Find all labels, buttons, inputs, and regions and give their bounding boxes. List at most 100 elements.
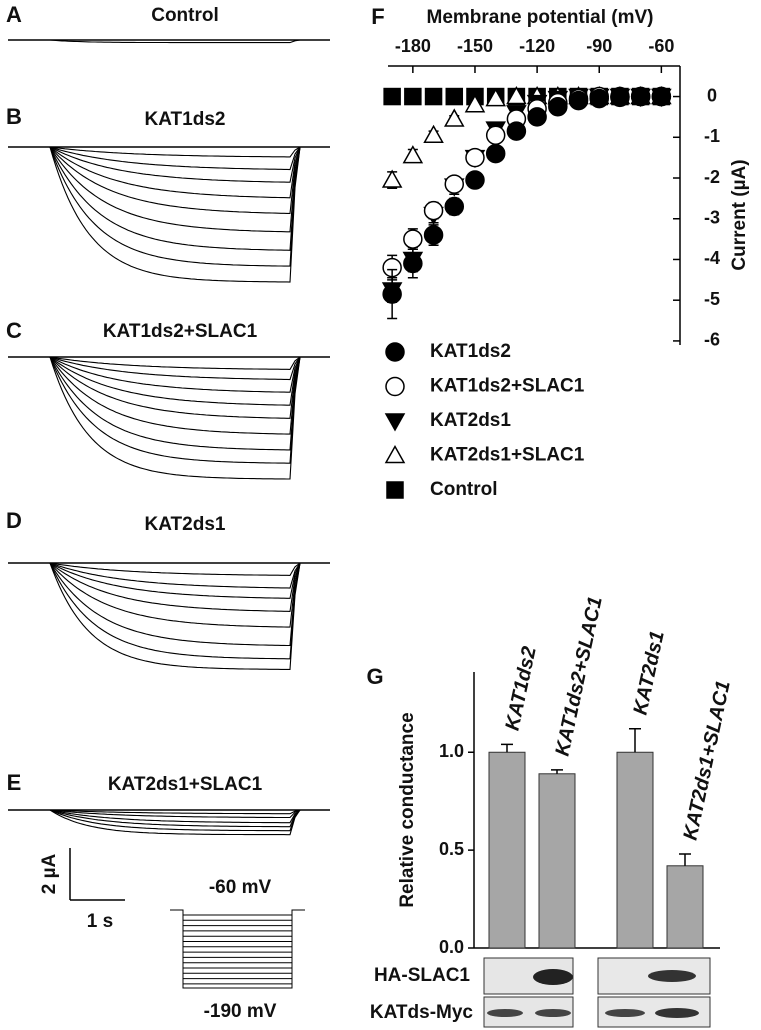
protocol-top-label: -60 mV — [209, 877, 272, 898]
current-trace — [49, 146, 301, 183]
panel-title: KAT1ds2 — [145, 109, 226, 130]
error-bar — [629, 728, 641, 753]
legend-marker — [384, 413, 406, 432]
legend-marker — [385, 376, 405, 397]
current-trace — [49, 356, 301, 406]
bar — [666, 865, 704, 949]
current-trace — [49, 562, 301, 670]
protocol-outline — [170, 909, 305, 989]
error-bar — [679, 853, 691, 866]
panel-letter: E — [7, 770, 22, 795]
current-trace — [49, 356, 301, 480]
bar — [616, 751, 654, 949]
x-tick-label: KAT2ds1 — [630, 629, 669, 717]
current-trace — [49, 809, 301, 824]
current-trace — [49, 356, 301, 370]
data-point — [610, 87, 630, 108]
current-trace — [49, 562, 301, 660]
current-trace — [49, 146, 301, 199]
data-point — [485, 125, 506, 145]
current-trace — [49, 146, 301, 233]
panel-title: KAT2ds1+SLAC1 — [108, 774, 263, 795]
legend-marker — [384, 444, 406, 464]
data-point — [423, 225, 444, 245]
protocol-bottom-label: -190 mV — [204, 1001, 277, 1022]
data-point — [485, 88, 506, 107]
data-point — [423, 124, 444, 143]
data-point — [506, 121, 527, 141]
data-point — [402, 145, 424, 164]
current-trace — [49, 356, 301, 464]
current-trace — [49, 809, 301, 832]
y-tick-label: -5 — [704, 289, 720, 309]
panel-title: Control — [151, 5, 219, 26]
x-axis-title: Membrane potential (mV) — [427, 7, 654, 28]
data-point — [465, 147, 485, 168]
error-bar — [501, 743, 513, 753]
data-point — [382, 284, 402, 304]
panel-letter: D — [6, 508, 22, 533]
current-trace — [49, 146, 301, 171]
current-trace — [49, 562, 301, 612]
data-point — [445, 87, 464, 106]
band — [535, 1009, 571, 1017]
x-tick-label: KAT1ds2+SLAC1 — [552, 595, 607, 758]
data-point — [568, 90, 589, 111]
data-point — [548, 96, 568, 117]
current-trace — [49, 146, 301, 283]
data-point — [485, 143, 506, 164]
data-point — [381, 169, 403, 188]
current-trace — [49, 562, 301, 589]
legend-marker — [385, 342, 405, 362]
data-point — [423, 200, 444, 221]
data-point — [383, 87, 401, 106]
data-point — [444, 196, 465, 217]
current-trace — [49, 809, 301, 815]
current-trace — [49, 356, 301, 419]
y-tick-label: 0 — [707, 85, 717, 105]
panel-title: KAT1ds2+SLAC1 — [103, 321, 258, 342]
y-axis-title: Current (µA) — [729, 159, 750, 270]
current-trace — [49, 562, 301, 628]
legend-label: Control — [430, 479, 498, 500]
data-point — [589, 88, 609, 109]
current-trace — [49, 809, 301, 819]
y-tick-label: 0.0 — [439, 937, 464, 957]
bar — [538, 773, 576, 949]
current-trace — [49, 356, 301, 435]
protocol-steps — [170, 909, 305, 989]
data-point — [651, 86, 672, 107]
current-trace — [49, 562, 301, 576]
data-point — [444, 174, 465, 194]
panel-letter: B — [6, 104, 22, 129]
x-tick-label: -180 — [395, 36, 431, 56]
legend-label: KAT1ds2 — [430, 341, 511, 362]
error-bar — [551, 769, 563, 774]
data-point — [506, 86, 527, 105]
blot-label: HA-SLAC1 — [374, 965, 470, 986]
y-tick-label: 1.0 — [439, 741, 464, 761]
x-tick-label: -120 — [519, 36, 555, 56]
panel-letter: C — [6, 318, 22, 343]
x-tick-label: KAT1ds2 — [502, 645, 541, 733]
data-point — [465, 170, 485, 190]
data-point — [527, 107, 547, 127]
band — [533, 969, 573, 985]
scale-y-label: 2 µA — [39, 853, 60, 894]
band — [648, 970, 696, 982]
y-axis-title: Relative conductance — [397, 712, 418, 907]
current-trace — [49, 809, 301, 836]
band — [605, 1009, 645, 1017]
blots — [483, 957, 711, 1028]
panel-title: KAT2ds1 — [145, 514, 226, 535]
band — [487, 1009, 523, 1017]
y-tick-label: -4 — [704, 248, 720, 268]
x-tick-label: -60 — [648, 36, 674, 56]
legend-label: KAT2ds1+SLAC1 — [430, 445, 585, 466]
data-point — [424, 87, 443, 106]
y-tick-label: -2 — [704, 167, 720, 187]
band — [655, 1008, 699, 1018]
y-tick-label: -1 — [704, 126, 720, 146]
legend-label: KAT2ds1 — [430, 410, 511, 431]
data-point — [630, 86, 651, 107]
